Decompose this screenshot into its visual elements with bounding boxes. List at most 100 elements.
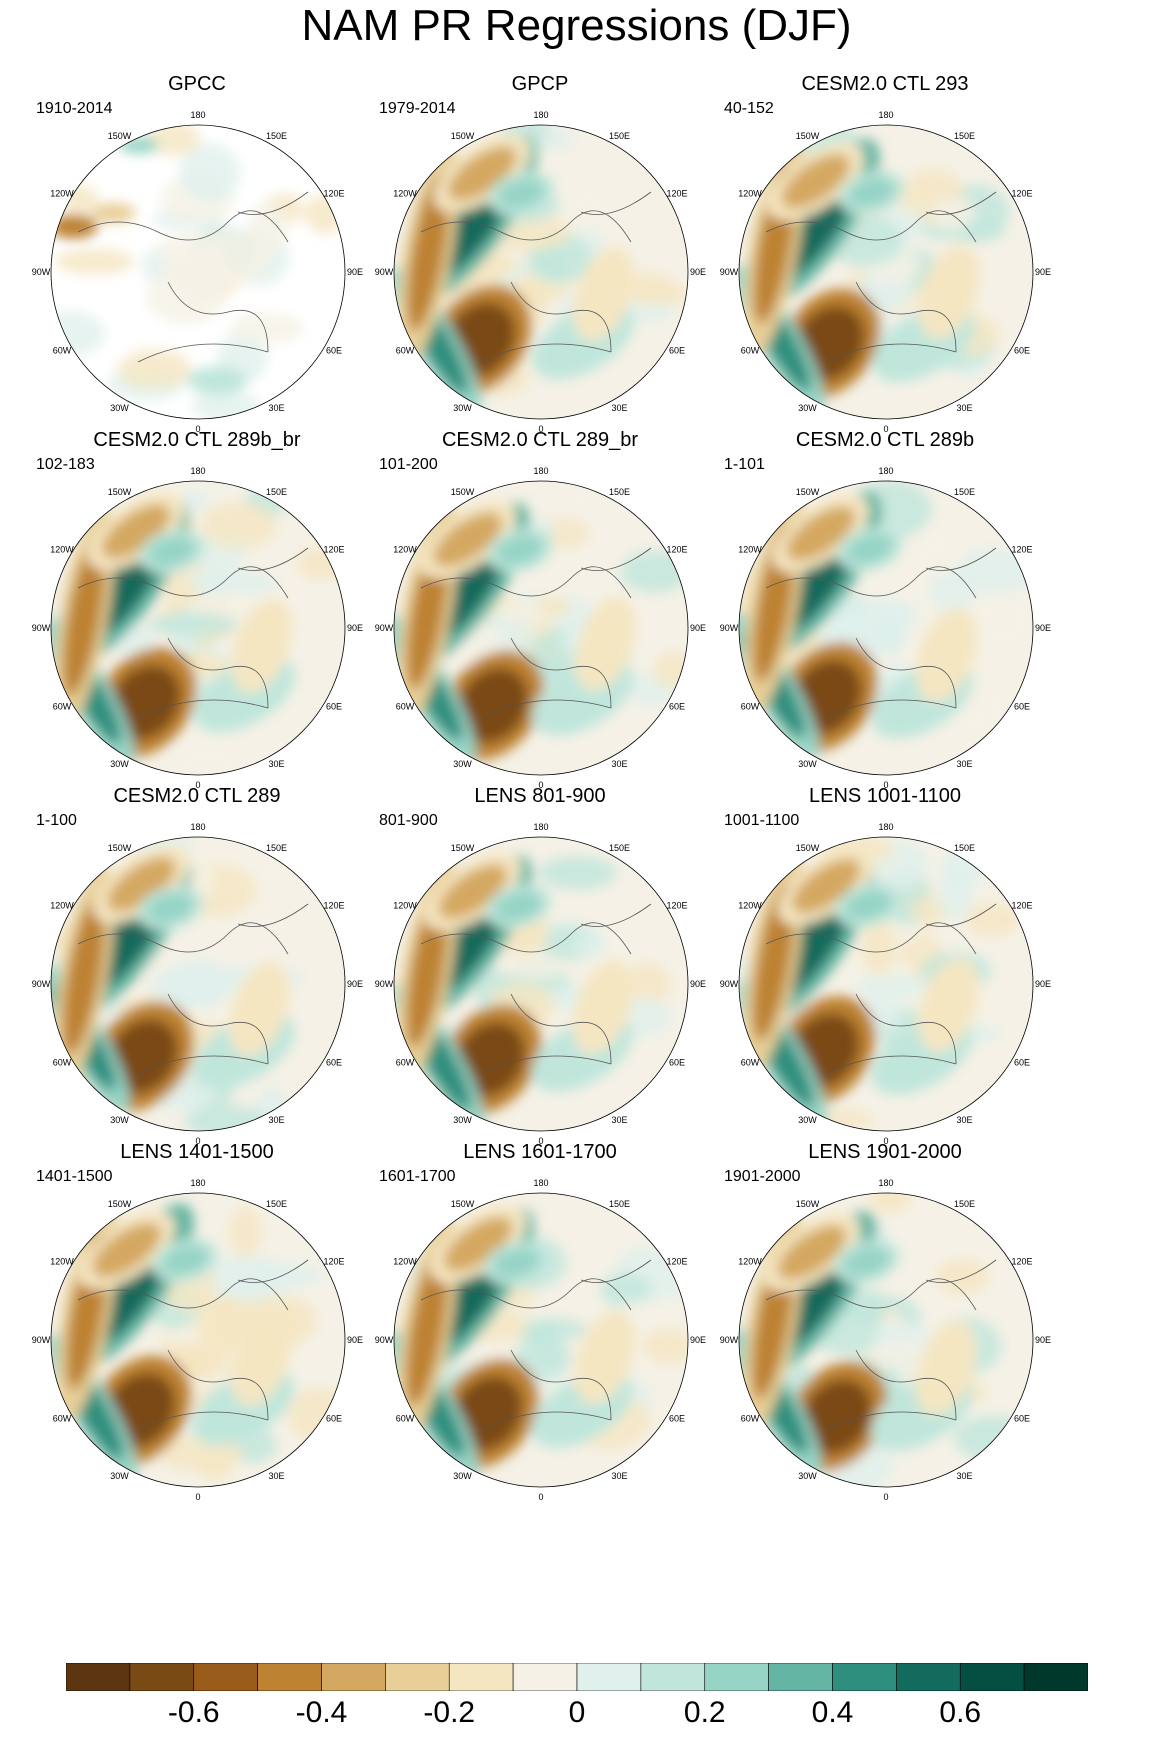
coastline xyxy=(77,1259,309,1431)
colorbar-label: 0.2 xyxy=(683,1696,726,1729)
anomaly-core xyxy=(447,146,517,201)
colorbar-swatch xyxy=(129,1663,195,1691)
anomaly-core xyxy=(91,202,136,223)
longitude-label: 90W xyxy=(32,1335,51,1345)
anomaly-core xyxy=(781,154,851,209)
longitude-label: 180 xyxy=(878,110,893,120)
longitude-label: 180 xyxy=(878,466,893,476)
map-boundary xyxy=(393,1192,689,1488)
longitude-label: 180 xyxy=(190,466,205,476)
longitude-label: 30E xyxy=(268,759,284,769)
coastline xyxy=(420,191,652,363)
longitude-label: 180 xyxy=(878,1178,893,1188)
anomaly-core xyxy=(433,512,503,568)
longitude-label: 150W xyxy=(796,843,820,853)
panel-period: 101-200 xyxy=(379,456,438,473)
longitude-label: 60W xyxy=(53,1058,72,1068)
anomaly-patch xyxy=(508,922,550,953)
longitude-label: 30W xyxy=(110,1471,129,1481)
colorbar-label: -0.6 xyxy=(167,1696,220,1729)
longitude-label: 90E xyxy=(690,979,706,989)
anomaly-core xyxy=(752,882,795,1041)
anomaly-patch xyxy=(912,894,947,928)
panel-title: LENS 801-900 xyxy=(474,785,606,807)
precip-field xyxy=(394,1193,688,1487)
map-panel: GPCC 1910-2014 180 150E 120E 90E 60E 30E 0 30W 60W… xyxy=(22,72,372,467)
map-panel: CESM2.0 CTL 293 40-152 180 150E 120E 90E 60E 30… xyxy=(710,72,1060,467)
colorbar-swatch xyxy=(959,1663,1025,1691)
longitude-label: 120E xyxy=(1011,545,1032,555)
anomaly-patch xyxy=(535,595,571,617)
panel-title: CESM2.0 CTL 289b_br xyxy=(93,429,301,451)
longitude-label: 90E xyxy=(1035,979,1051,989)
longitude-label: 0 xyxy=(883,424,888,434)
longitude-label: 150W xyxy=(796,1199,820,1209)
longitude-label: 60W xyxy=(53,346,72,356)
longitude-label: 150W xyxy=(451,487,475,497)
colorbar-swatch xyxy=(704,1663,769,1691)
longitude-label: 90E xyxy=(1035,1335,1051,1345)
longitude-label: 120W xyxy=(738,1257,762,1267)
anomaly-patch xyxy=(861,918,898,977)
longitude-label: 120W xyxy=(738,901,762,911)
longitude-label: 60W xyxy=(396,346,415,356)
colorbar-swatch xyxy=(768,1663,833,1691)
anomaly-patch xyxy=(515,277,557,305)
anomaly-patch xyxy=(190,563,236,597)
anomaly-patch xyxy=(909,541,965,576)
longitude-label: 30W xyxy=(110,1115,129,1125)
panel-title: LENS 1401-1500 xyxy=(120,1141,274,1163)
anomaly-patch xyxy=(868,1193,912,1214)
longitude-label: 30E xyxy=(611,1115,627,1125)
anomaly-patch xyxy=(521,1320,560,1344)
colorbar-swatch xyxy=(448,1663,514,1691)
longitude-label: 90E xyxy=(347,1335,363,1345)
polar-map: 180 150E 120E 90E 60E 30E 0 30W 60W 90W 120W 150W xyxy=(720,466,1051,790)
longitude-label: 90W xyxy=(32,267,51,277)
longitude-label: 120W xyxy=(738,545,762,555)
longitude-label: 0 xyxy=(538,1492,543,1502)
coastline xyxy=(420,1259,652,1431)
colorbar-label: 0.4 xyxy=(811,1696,854,1729)
anomaly-core xyxy=(438,864,508,920)
longitude-label: 90W xyxy=(32,979,51,989)
map-boundary xyxy=(393,836,689,1132)
longitude-label: 0 xyxy=(195,424,200,434)
panel-period: 1901-2000 xyxy=(724,1168,801,1185)
panel-title: LENS 1601-1700 xyxy=(463,1141,617,1163)
polar-map: 180 150E 120E 90E 60E 30E 0 30W 60W 90W 120W 150W xyxy=(720,110,1051,434)
longitude-label: 30W xyxy=(798,403,817,413)
coastline xyxy=(420,547,652,719)
panel-title: CESM2.0 CTL 289 xyxy=(113,785,281,807)
longitude-label: 150E xyxy=(609,487,630,497)
anomaly-core xyxy=(925,1334,967,1402)
colorbar-swatch xyxy=(1023,1663,1088,1691)
anomaly-patch xyxy=(117,349,192,390)
longitude-label: 30W xyxy=(453,759,472,769)
longitude-label: 90E xyxy=(690,623,706,633)
longitude-label: 90E xyxy=(690,1335,706,1345)
anomaly-core xyxy=(146,893,194,923)
coastline xyxy=(77,547,309,719)
anomaly-core xyxy=(62,538,105,697)
polar-map: 180 150E 120E 90E 60E 30E 0 30W 60W 90W 120W 150W xyxy=(32,466,363,790)
precip-field xyxy=(739,837,1033,1131)
anomaly-patch xyxy=(572,934,608,956)
anomaly-core xyxy=(107,1019,178,1094)
longitude-label: 60W xyxy=(396,702,415,712)
longitude-label: 30E xyxy=(956,1115,972,1125)
longitude-label: 30E xyxy=(268,403,284,413)
precip-field xyxy=(51,481,345,775)
longitude-label: 0 xyxy=(538,424,543,434)
longitude-label: 180 xyxy=(878,822,893,832)
longitude-label: 150W xyxy=(108,1199,132,1209)
longitude-label: 150E xyxy=(954,1199,975,1209)
longitude-label: 150W xyxy=(451,843,475,853)
colorbar-swatch xyxy=(640,1663,706,1691)
longitude-label: 150E xyxy=(609,131,630,141)
colorbar xyxy=(66,1663,1088,1691)
anomaly-core xyxy=(110,665,181,740)
longitude-label: 90W xyxy=(720,1335,739,1345)
panel-title: GPCC xyxy=(168,73,226,95)
longitude-label: 60W xyxy=(741,1414,760,1424)
